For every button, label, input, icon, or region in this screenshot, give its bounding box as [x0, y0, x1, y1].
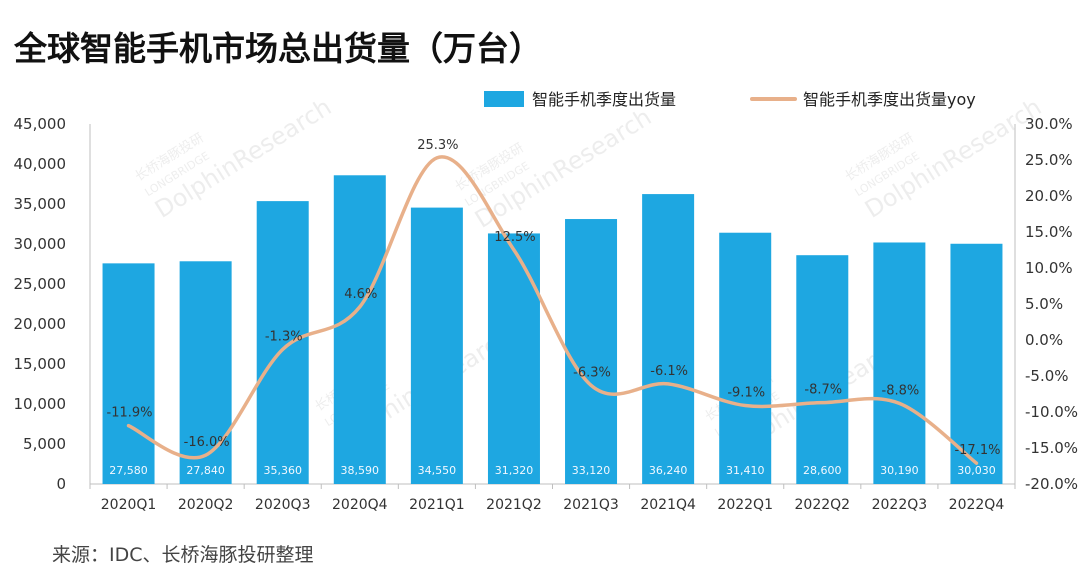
bar-value-label: 27,580 — [109, 464, 148, 477]
yoy-point — [281, 347, 285, 351]
bar — [179, 261, 232, 484]
y-right-tick-label: 5.0% — [1025, 295, 1063, 313]
yoy-point — [897, 401, 901, 405]
x-tick-label: 2020Q4 — [332, 497, 388, 513]
yoy-point — [666, 382, 670, 386]
bar-value-label: 31,320 — [495, 464, 534, 477]
axes: 45,000 40,000 35,000 30,000 25,000 20,000 15,0… — [14, 115, 1079, 513]
legend-label-bar: 智能手机季度出货量 — [532, 90, 676, 109]
x-tick-label: 2022Q2 — [795, 497, 851, 513]
bar-value-label: 33,120 — [572, 464, 611, 477]
bar-value-label: 31,410 — [726, 464, 765, 477]
yoy-value-label: -6.3% — [573, 365, 611, 380]
bar — [642, 194, 695, 484]
y-left-tick-label: 0 — [56, 475, 66, 493]
bar-value-label: 35,360 — [263, 464, 302, 477]
bar-value-label: 30,030 — [957, 464, 996, 477]
bar-value-label: 36,240 — [649, 464, 688, 477]
y-right-tick-label: -15.0% — [1025, 439, 1078, 457]
bar — [102, 263, 155, 484]
data-labels: 27,580 27,840 35,360 38,590 34,550 31,320 33,1… — [107, 138, 1001, 477]
bar-value-label: 38,590 — [341, 464, 380, 477]
x-tick-label: 2021Q4 — [640, 497, 696, 513]
bar-value-label: 28,600 — [803, 464, 842, 477]
yoy-point — [204, 453, 208, 457]
bar — [333, 175, 386, 484]
x-tick-label: 2020Q3 — [255, 497, 311, 513]
y-left-tick-label: 40,000 — [14, 155, 67, 173]
yoy-point — [435, 156, 439, 160]
bar-series — [102, 175, 1003, 485]
x-tick-label: 2022Q1 — [717, 497, 773, 513]
chart-title: 全球智能手机市场总出货量（万台） — [14, 29, 542, 68]
yoy-point — [820, 401, 824, 405]
yoy-point — [743, 404, 747, 408]
y-left-tick-label: 35,000 — [14, 195, 67, 213]
x-tick-label: 2022Q4 — [949, 497, 1005, 513]
bar — [565, 219, 618, 485]
line-series — [126, 155, 979, 465]
yoy-value-label: -9.1% — [727, 386, 765, 401]
yoy-point — [512, 248, 516, 252]
y-left-tick-label: 10,000 — [14, 395, 67, 413]
x-tick-label: 2021Q2 — [486, 497, 542, 513]
yoy-value-label: -8.8% — [882, 383, 920, 398]
x-tick-label: 2021Q3 — [563, 497, 619, 513]
bar-value-label: 27,840 — [186, 464, 225, 477]
source-note: 来源：IDC、长桥海豚投研整理 — [52, 544, 314, 566]
y-left-tick-label: 45,000 — [14, 115, 67, 133]
yoy-point — [358, 305, 362, 309]
y-left-tick-label: 30,000 — [14, 235, 67, 253]
yoy-value-label: -1.3% — [265, 329, 303, 344]
legend-swatch-bar — [484, 91, 524, 107]
x-tick-label: 2022Q3 — [872, 497, 928, 513]
y-right-tick-label: -20.0% — [1025, 475, 1078, 493]
y-right-tick-label: -10.0% — [1025, 403, 1078, 421]
yoy-value-label: 12.5% — [494, 230, 535, 245]
yoy-value-label: -16.0% — [184, 435, 230, 450]
y-right-tick-label: 0.0% — [1025, 331, 1063, 349]
y-right-tick-label: -5.0% — [1025, 367, 1069, 385]
legend: 智能手机季度出货量 智能手机季度出货量yoy — [484, 90, 976, 109]
y-left-tick-label: 25,000 — [14, 275, 67, 293]
bar-value-label: 30,190 — [880, 464, 919, 477]
yoy-value-label: -8.7% — [804, 383, 842, 398]
bar — [719, 232, 772, 484]
y-left-tick-label: 5,000 — [23, 435, 66, 453]
bar — [410, 207, 463, 484]
bar — [796, 255, 849, 484]
y-left-tick-label: 20,000 — [14, 315, 67, 333]
y-right-tick-label: 20.0% — [1025, 187, 1073, 205]
yoy-point — [127, 424, 131, 428]
yoy-value-label: -17.1% — [954, 443, 1000, 458]
y-right-tick-label: 10.0% — [1025, 259, 1073, 277]
yoy-value-label: 4.6% — [344, 287, 377, 302]
bar — [950, 243, 1003, 484]
yoy-value-label: -11.9% — [107, 406, 153, 421]
bar — [256, 201, 309, 484]
yoy-point — [974, 461, 978, 465]
x-tick-label: 2020Q1 — [101, 497, 157, 513]
x-tick-label: 2020Q2 — [178, 497, 234, 513]
y-right-tick-label: 25.0% — [1025, 151, 1073, 169]
x-tick-label: 2021Q1 — [409, 497, 465, 513]
yoy-value-label: 25.3% — [417, 138, 458, 153]
y-right-tick-label: 15.0% — [1025, 223, 1073, 241]
bar — [487, 233, 540, 484]
bar-value-label: 34,550 — [418, 464, 457, 477]
y-right-tick-label: 30.0% — [1025, 115, 1073, 133]
yoy-point — [589, 383, 593, 387]
legend-label-line: 智能手机季度出货量yoy — [803, 90, 976, 109]
yoy-value-label: -6.1% — [650, 364, 688, 379]
yoy-line — [126, 155, 979, 465]
bar — [873, 242, 926, 484]
y-left-tick-label: 15,000 — [14, 355, 67, 373]
